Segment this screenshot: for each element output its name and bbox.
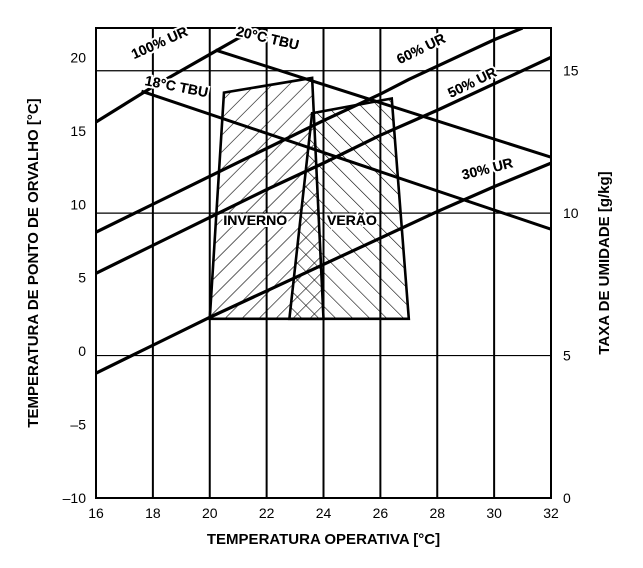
x-tick-label: 24 bbox=[316, 505, 332, 521]
svg-text:TEMPERATURA DE PONTO DE ORVALH: TEMPERATURA DE PONTO DE ORVALHO [°C] bbox=[25, 98, 42, 427]
y-right-tick-label: 10 bbox=[563, 205, 579, 221]
y-right-axis-label: TAXA DE UMIDADE [g/kg] bbox=[596, 171, 613, 354]
x-tick-label: 18 bbox=[145, 505, 161, 521]
y-right-tick-label: 0 bbox=[563, 490, 571, 506]
y-left-tick-label: 15 bbox=[70, 123, 86, 139]
x-axis-label: TEMPERATURA OPERATIVA [°C] bbox=[207, 531, 440, 548]
x-tick-label: 32 bbox=[543, 505, 559, 521]
x-tick-label: 30 bbox=[486, 505, 502, 521]
y-left-tick-label: 5 bbox=[78, 270, 86, 286]
x-tick-label: 20 bbox=[202, 505, 218, 521]
y-left-tick-label: –10 bbox=[63, 490, 87, 506]
svg-text:TAXA DE UMIDADE [g/kg]: TAXA DE UMIDADE [g/kg] bbox=[596, 171, 613, 354]
y-left-tick-label: 10 bbox=[70, 196, 86, 212]
y-left-tick-label: –5 bbox=[70, 417, 86, 433]
x-tick-label: 22 bbox=[259, 505, 275, 521]
zone-inverno-label: INVERNOINVERNO bbox=[223, 212, 287, 228]
svg-text:INVERNO: INVERNO bbox=[223, 212, 287, 228]
x-tick-label: 28 bbox=[429, 505, 445, 521]
y-right-tick-label: 15 bbox=[563, 63, 579, 79]
zone-verao-label: VERÃOVERÃO bbox=[327, 211, 377, 228]
y-left-axis-label: TEMPERATURA DE PONTO DE ORVALHO [°C] bbox=[25, 98, 42, 427]
x-tick-label: 16 bbox=[88, 505, 104, 521]
svg-text:VERÃO: VERÃO bbox=[327, 211, 377, 228]
y-left-tick-label: 0 bbox=[78, 343, 86, 359]
y-left-tick-label: 20 bbox=[70, 49, 86, 65]
x-tick-label: 26 bbox=[373, 505, 389, 521]
psychrometric-chart: 100% UR100% UR60% UR60% UR50% UR50% UR30… bbox=[0, 0, 643, 568]
y-right-tick-label: 5 bbox=[563, 348, 571, 364]
